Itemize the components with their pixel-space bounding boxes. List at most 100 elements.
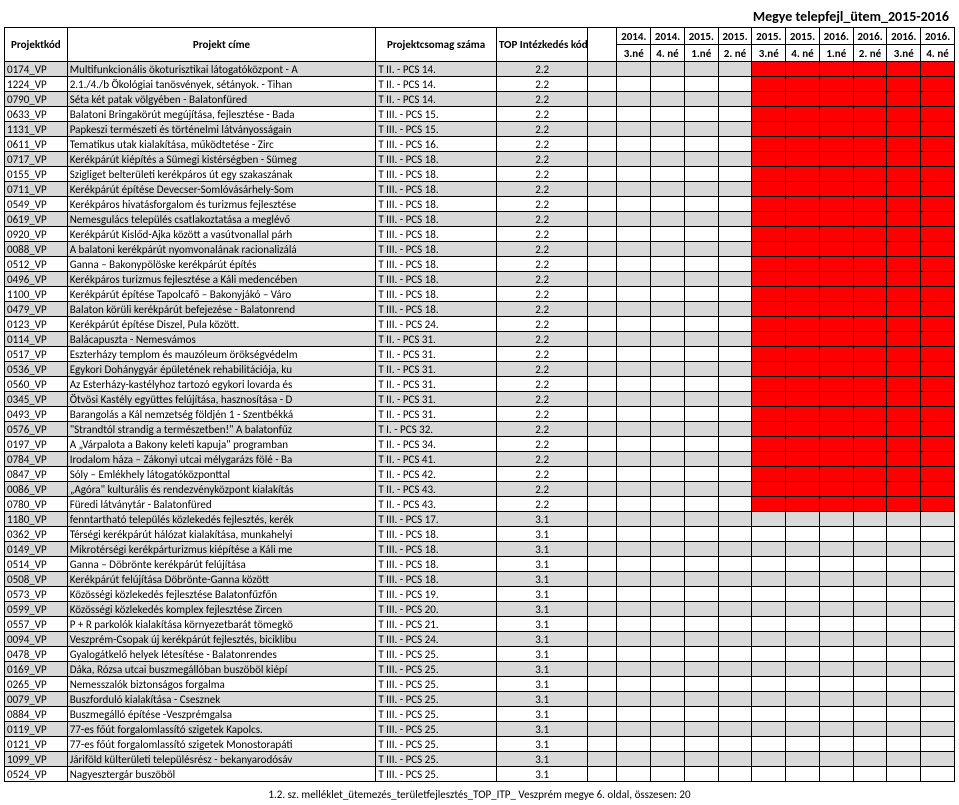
cell-title: Ganna – Döbrönte kerékpárút felújítása [67, 557, 376, 572]
cell-spacer [588, 257, 617, 272]
cell-quarter [651, 257, 685, 272]
cell-quarter [752, 212, 786, 227]
col-header-year: 2015. [752, 28, 786, 45]
cell-top: 3.1 [496, 752, 588, 767]
cell-top: 3.1 [496, 647, 588, 662]
table-row: 0362_VPTérségi kerékpárút hálózat kialak… [5, 527, 955, 542]
cell-code: 0790_VP [5, 92, 68, 107]
cell-quarter [752, 197, 786, 212]
cell-top: 2.2 [496, 482, 588, 497]
cell-quarter [853, 662, 887, 677]
cell-quarter [921, 617, 955, 632]
cell-spacer [588, 62, 617, 77]
cell-spacer [588, 302, 617, 317]
cell-quarter [819, 317, 853, 332]
cell-spacer [588, 272, 617, 287]
cell-quarter [752, 137, 786, 152]
cell-quarter [617, 452, 651, 467]
cell-quarter [684, 722, 718, 737]
cell-quarter [684, 497, 718, 512]
cell-pkg: T II. - PCS 34. [376, 437, 497, 452]
cell-quarter [853, 242, 887, 257]
cell-quarter [617, 107, 651, 122]
cell-quarter [752, 302, 786, 317]
col-header-title: Projekt címe [67, 28, 376, 62]
cell-title: "Strandtól strandig a természetben!" A b… [67, 422, 376, 437]
cell-title: Sóly – Emlékhely látogatóközponttal [67, 467, 376, 482]
cell-code: 0345_VP [5, 392, 68, 407]
cell-quarter [786, 272, 820, 287]
cell-quarter [921, 452, 955, 467]
cell-spacer [588, 752, 617, 767]
cell-quarter [718, 77, 752, 92]
cell-quarter [684, 212, 718, 227]
cell-quarter [853, 512, 887, 527]
cell-quarter [921, 662, 955, 677]
cell-quarter [786, 242, 820, 257]
table-row: 0479_VPBalaton körüli kerékpárút befejez… [5, 302, 955, 317]
cell-quarter [786, 92, 820, 107]
cell-quarter [617, 227, 651, 242]
cell-quarter [752, 62, 786, 77]
cell-quarter [718, 182, 752, 197]
cell-title: Kerékpárút kiépítés a Sümegi kistérségbe… [67, 152, 376, 167]
cell-code: 0549_VP [5, 197, 68, 212]
cell-top: 2.2 [496, 122, 588, 137]
cell-quarter [921, 182, 955, 197]
cell-quarter [651, 707, 685, 722]
cell-pkg: T III. - PCS 25. [376, 767, 497, 782]
cell-title: Buszmegálló építése -Veszprémgalsa [67, 707, 376, 722]
cell-quarter [786, 467, 820, 482]
cell-quarter [786, 587, 820, 602]
cell-quarter [651, 407, 685, 422]
cell-quarter [921, 137, 955, 152]
cell-quarter [921, 497, 955, 512]
cell-code: 0920_VP [5, 227, 68, 242]
cell-top: 2.2 [496, 302, 588, 317]
cell-quarter [819, 602, 853, 617]
cell-quarter [617, 617, 651, 632]
cell-quarter [684, 257, 718, 272]
cell-quarter [819, 257, 853, 272]
cell-quarter [684, 137, 718, 152]
cell-quarter [684, 422, 718, 437]
cell-quarter [887, 92, 921, 107]
cell-top: 3.1 [496, 542, 588, 557]
cell-quarter [921, 362, 955, 377]
cell-quarter [819, 122, 853, 137]
cell-quarter [718, 287, 752, 302]
cell-spacer [588, 392, 617, 407]
col-header-quarter: 3.né [887, 45, 921, 62]
cell-quarter [819, 677, 853, 692]
cell-title: Kerékpáros turizmus fejlesztése a Káli m… [67, 272, 376, 287]
cell-quarter [651, 677, 685, 692]
cell-quarter [819, 512, 853, 527]
cell-quarter [887, 77, 921, 92]
cell-quarter [718, 302, 752, 317]
cell-quarter [819, 662, 853, 677]
cell-quarter [887, 767, 921, 782]
cell-top: 3.1 [496, 527, 588, 542]
cell-quarter [887, 632, 921, 647]
cell-pkg: T III. - PCS 18. [376, 572, 497, 587]
cell-quarter [786, 767, 820, 782]
cell-quarter [684, 152, 718, 167]
cell-quarter [752, 257, 786, 272]
cell-quarter [786, 482, 820, 497]
cell-quarter [684, 452, 718, 467]
cell-code: 0517_VP [5, 347, 68, 362]
cell-quarter [853, 317, 887, 332]
cell-quarter [887, 512, 921, 527]
cell-quarter [718, 242, 752, 257]
cell-spacer [588, 212, 617, 227]
cell-top: 3.1 [496, 512, 588, 527]
cell-title: Mikrotérségi kerékpárturizmus kiépítése … [67, 542, 376, 557]
cell-spacer [588, 377, 617, 392]
cell-quarter [853, 587, 887, 602]
cell-quarter [684, 482, 718, 497]
cell-quarter [651, 377, 685, 392]
cell-spacer [588, 647, 617, 662]
cell-quarter [921, 167, 955, 182]
cell-quarter [651, 557, 685, 572]
cell-title: Tematikus utak kialakítása, működtetése … [67, 137, 376, 152]
